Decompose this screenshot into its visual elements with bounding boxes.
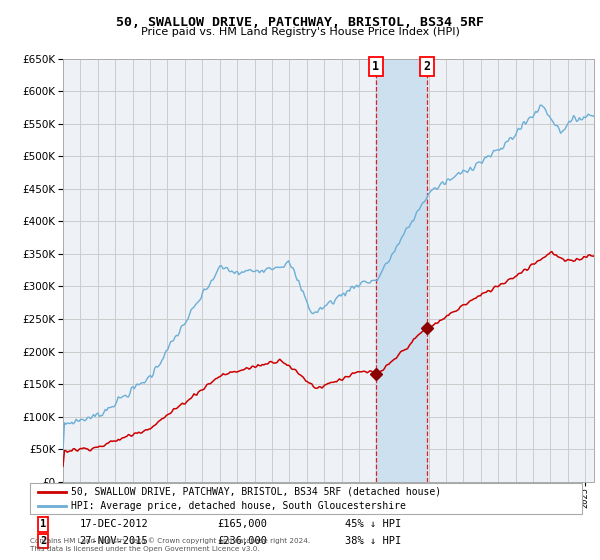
- Text: This data is licensed under the Open Government Licence v3.0.: This data is licensed under the Open Gov…: [30, 545, 260, 552]
- FancyBboxPatch shape: [30, 483, 582, 514]
- Text: 17-DEC-2012: 17-DEC-2012: [80, 519, 148, 529]
- Text: £236,000: £236,000: [218, 536, 268, 546]
- Text: 50, SWALLOW DRIVE, PATCHWAY, BRISTOL, BS34 5RF (detached house): 50, SWALLOW DRIVE, PATCHWAY, BRISTOL, BS…: [71, 487, 442, 497]
- Text: 38% ↓ HPI: 38% ↓ HPI: [344, 536, 401, 546]
- Text: 2: 2: [40, 536, 46, 546]
- Text: Price paid vs. HM Land Registry's House Price Index (HPI): Price paid vs. HM Land Registry's House …: [140, 27, 460, 38]
- Text: 1: 1: [40, 519, 46, 529]
- Text: Contains HM Land Registry data © Crown copyright and database right 2024.: Contains HM Land Registry data © Crown c…: [30, 538, 310, 544]
- Text: 50, SWALLOW DRIVE, PATCHWAY, BRISTOL, BS34 5RF: 50, SWALLOW DRIVE, PATCHWAY, BRISTOL, BS…: [116, 16, 484, 29]
- Text: 27-NOV-2015: 27-NOV-2015: [80, 536, 148, 546]
- Text: 2: 2: [424, 60, 430, 73]
- Text: HPI: Average price, detached house, South Gloucestershire: HPI: Average price, detached house, Sout…: [71, 501, 406, 511]
- Text: £165,000: £165,000: [218, 519, 268, 529]
- Text: 1: 1: [372, 60, 379, 73]
- Bar: [376, 59, 427, 482]
- Text: 45% ↓ HPI: 45% ↓ HPI: [344, 519, 401, 529]
